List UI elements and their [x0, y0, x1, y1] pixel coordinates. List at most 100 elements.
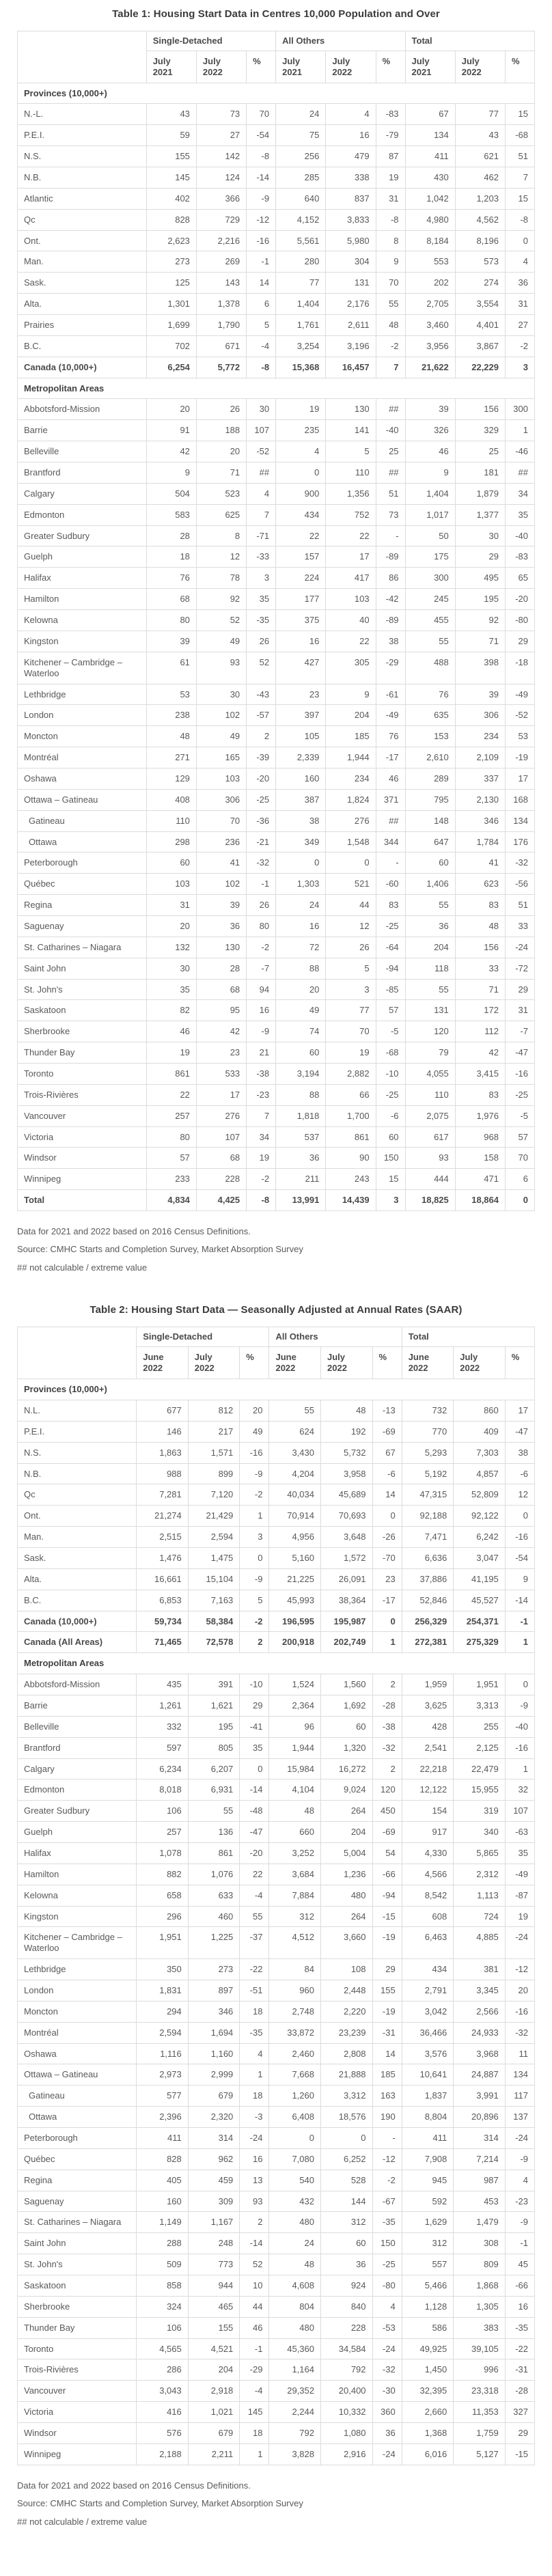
value-cell: -18	[505, 651, 535, 684]
value-cell: 724	[453, 1905, 506, 1928]
value-cell: 1,818	[275, 1105, 327, 1127]
value-cell: 46	[239, 2316, 270, 2339]
value-cell: 1,560	[320, 1674, 373, 1695]
row-label: Hamilton	[16, 1863, 137, 1885]
value-cell: 660	[268, 1821, 321, 1843]
row-label: Winnipeg	[17, 1168, 147, 1191]
value-cell: 480	[320, 1884, 373, 1907]
value-cell: 3,828	[268, 2443, 321, 2465]
value-cell: -40	[375, 419, 406, 442]
footnote: ## not calculable / extreme value	[17, 1262, 148, 1273]
row-label: Windsor	[17, 1147, 147, 1169]
value-cell: 1	[505, 419, 535, 442]
value-cell: 16	[275, 915, 327, 937]
value-cell: 18	[146, 546, 197, 568]
row-label: Ont.	[16, 1505, 137, 1527]
value-cell: 1,976	[454, 1105, 506, 1127]
value-cell: 360	[372, 2401, 402, 2424]
value-cell: 677	[136, 1399, 189, 1422]
value-cell: 188	[195, 419, 247, 442]
value-cell: -4	[246, 335, 277, 357]
value-cell: -1	[239, 2338, 270, 2360]
value-cell: 34	[505, 482, 535, 505]
value-cell: 528	[320, 2169, 373, 2191]
row-label: Kingston	[17, 630, 147, 652]
value-cell: 0	[268, 2127, 321, 2149]
value-cell: 9	[404, 462, 456, 484]
value-cell: 1,017	[404, 503, 456, 526]
value-cell: 0	[239, 1547, 270, 1569]
value-cell: 327	[504, 2401, 536, 2424]
value-cell: -9	[246, 1021, 277, 1043]
value-cell: 60	[146, 852, 197, 874]
value-cell: -42	[375, 588, 406, 611]
value-cell: 488	[404, 651, 456, 684]
value-cell: -47	[239, 1821, 270, 1843]
value-cell: 306	[195, 788, 247, 811]
value-cell: 20	[146, 915, 197, 937]
value-cell: 32	[504, 1779, 536, 1801]
sub-header-row: June 2022 July 2022% June 2022 July 2022% Ju…	[18, 1346, 536, 1380]
value-cell: 576	[136, 2422, 189, 2444]
value-cell: 4,330	[401, 1842, 454, 1864]
value-cell: 77	[454, 103, 506, 126]
value-cell: 18	[239, 2422, 270, 2444]
value-cell: 19	[275, 398, 327, 421]
value-cell: -32	[372, 2359, 402, 2381]
value-cell: 553	[404, 251, 456, 273]
value-cell: 67	[404, 103, 456, 126]
value-cell: 146	[136, 1420, 189, 1443]
sub-header-row: July 2021 July 2022% July 2021 July 2022% Ju…	[18, 50, 535, 83]
value-cell: 8,542	[401, 1884, 454, 1907]
value-cell: 195	[454, 588, 506, 611]
value-cell: 7,214	[453, 2148, 506, 2170]
value-cell: 16,661	[136, 1568, 189, 1590]
value-cell: 495	[454, 567, 506, 590]
value-cell: 1,164	[268, 2359, 321, 2381]
value-cell: 0	[239, 1758, 270, 1780]
value-cell: 509	[136, 2254, 189, 2276]
value-cell: 2,460	[268, 2042, 321, 2065]
value-cell: -32	[246, 852, 277, 874]
section-heading: Provinces (10,000+)	[17, 82, 535, 105]
value-cell: -38	[246, 1062, 277, 1085]
value-cell: 48	[375, 314, 406, 336]
value-cell: 9	[504, 1568, 536, 1590]
value-cell: 83	[454, 1083, 506, 1106]
value-cell: 285	[275, 167, 327, 189]
value-cell: 5,561	[275, 230, 327, 252]
value-cell: 45,360	[268, 2338, 321, 2360]
value-cell: 23,239	[320, 2021, 373, 2044]
value-cell: -5	[505, 1105, 535, 1127]
value-cell: -9	[239, 1568, 270, 1590]
value-cell: -54	[504, 1547, 536, 1569]
value-cell: 679	[187, 2085, 240, 2107]
value-cell: 2,130	[454, 788, 506, 811]
value-cell: -72	[505, 957, 535, 980]
value-cell: 2,216	[195, 230, 247, 252]
value-cell: 15	[375, 1168, 406, 1191]
value-cell: 60	[275, 1042, 327, 1064]
table-row: Guelph 257 136 -47 660 204 -69 917 340 -63	[16, 1821, 536, 1843]
value-cell: 243	[325, 1168, 376, 1191]
value-cell: 32,395	[401, 2380, 454, 2402]
value-cell: 21,622	[404, 356, 456, 378]
value-cell: -43	[246, 683, 277, 706]
value-cell: 434	[401, 1958, 454, 1980]
value-cell: -94	[372, 1884, 402, 1907]
value-cell: 70	[325, 1021, 376, 1043]
table-row: Canada (10,000+) 6,254 5,772 -8 15,368 16,457…	[17, 356, 535, 378]
value-cell: -68	[375, 1042, 406, 1064]
value-cell: 55	[268, 1399, 321, 1422]
row-label: Atlantic	[17, 187, 147, 210]
value-cell: ##	[375, 462, 406, 484]
value-cell: 2,594	[136, 2021, 189, 2044]
table-row: Montréal 2,594 1,694 -35 33,872 23,239 -31 36,4…	[16, 2021, 536, 2044]
row-label: Barrie	[17, 419, 147, 442]
value-cell: 7,163	[187, 1589, 240, 1611]
value-cell: 3,042	[401, 2000, 454, 2023]
value-cell: 163	[372, 2085, 402, 2107]
value-cell: 58,384	[187, 1610, 240, 1633]
value-cell: 18	[239, 2000, 270, 2023]
value-cell: 130	[195, 936, 247, 958]
